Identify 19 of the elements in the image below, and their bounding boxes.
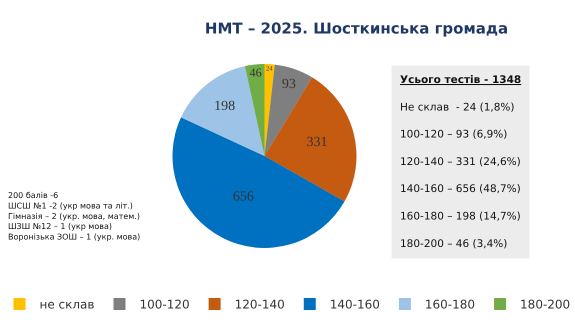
legend-label: 100-120	[139, 298, 190, 312]
text: Усього тестів - 1348 Не склав - 24 (1,8%) 100-120 – 93 (6,9%) 120-140 – 331 (24,6%) 140-160 – 656 (48,7%) 160-180 – 198 (14,7%) 180-200 – 46 (3,4%)	[400, 74, 522, 250]
pie-slice	[181, 66, 264, 156]
data-label: 656	[232, 189, 254, 204]
pie-slice	[264, 64, 275, 156]
pie-slice	[244, 64, 264, 156]
legend-label: не склав	[40, 298, 94, 312]
legend-label: 120-140	[234, 298, 285, 312]
data-label: 331	[306, 134, 328, 150]
data-label: 93	[282, 76, 296, 92]
legend-label: 140-160	[330, 298, 380, 312]
pie-slice	[264, 77, 356, 202]
text: 200 балів -6 ШСШ №1 -2 (укр мова та літ.) Гімназія – 2 (укр. мова, матем.) ШЗШ №12 – 1 (укр мова) Воронізька ЗОШ – 1 (укр. мова)	[8, 191, 140, 242]
chart-title: НМТ – 2025. Шосткинська громада	[204, 19, 508, 38]
data-label: 46	[250, 65, 262, 80]
legend-label: 160-180	[424, 298, 476, 312]
pie-slice	[172, 117, 344, 248]
legend-label: 180-200	[520, 298, 570, 312]
data-label: 198	[214, 98, 236, 114]
